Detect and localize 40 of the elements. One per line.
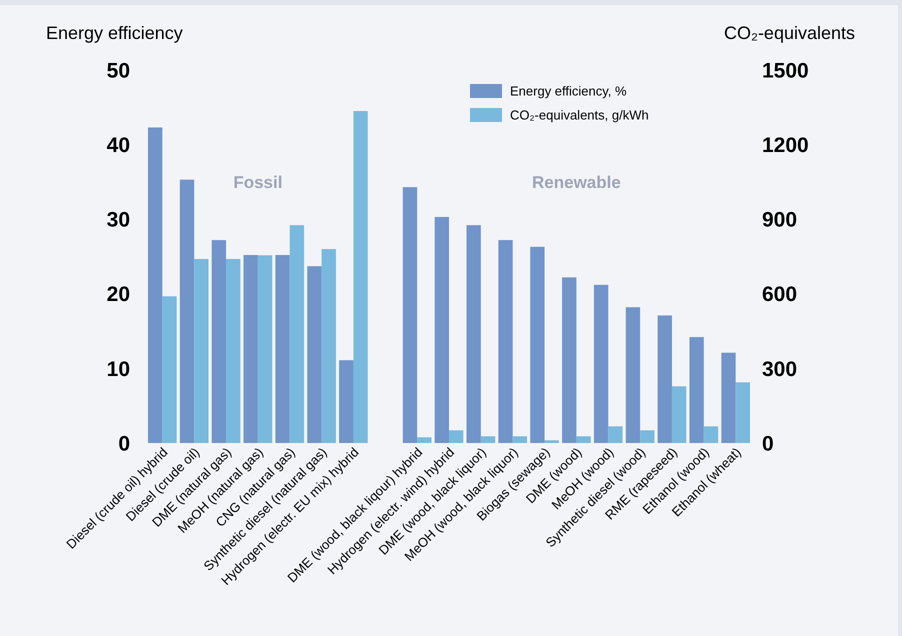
bar	[480, 436, 496, 443]
y-tick-label: 50	[106, 59, 130, 82]
bar	[640, 430, 654, 443]
y-tick-label: 0	[118, 432, 130, 456]
bar	[562, 277, 576, 443]
bar	[339, 360, 354, 443]
y2-tick-label: 900	[762, 208, 798, 232]
y2-tick-label: 1200	[762, 134, 809, 157]
bar	[353, 111, 368, 443]
bar	[417, 437, 432, 443]
annotation: Fossil	[233, 173, 282, 192]
bar	[434, 216, 449, 443]
bar	[626, 307, 640, 443]
bar	[148, 127, 162, 443]
bar	[512, 436, 528, 443]
y2-tick-label: 600	[762, 283, 798, 306]
legend-label: CO₂-equivalents, g/kWh	[510, 108, 649, 123]
y2-tick-label: 1500	[762, 59, 809, 82]
bar	[544, 440, 559, 443]
y2-tick-label: 0	[762, 432, 774, 456]
bar	[704, 426, 718, 443]
bar	[608, 426, 623, 443]
bar	[530, 246, 545, 443]
annotation: Renewable	[532, 173, 621, 192]
bar	[576, 436, 591, 443]
bar	[689, 337, 704, 443]
y-tick-label: 40	[106, 134, 130, 157]
bar	[594, 284, 608, 443]
bar	[466, 225, 481, 443]
y-axis-title: Energy efficiency	[46, 23, 183, 43]
y-tick-label: 30	[106, 208, 130, 232]
bar	[498, 240, 513, 443]
y2-axis-title: CO₂-equivalents	[724, 23, 855, 43]
bar	[402, 187, 418, 443]
legend-label: Energy efficiency, %	[510, 84, 628, 99]
y-tick-label: 20	[106, 283, 130, 306]
bar	[658, 315, 672, 443]
bar	[449, 430, 464, 443]
y-tick-label: 10	[106, 358, 130, 381]
y2-tick-label: 300	[762, 358, 798, 381]
